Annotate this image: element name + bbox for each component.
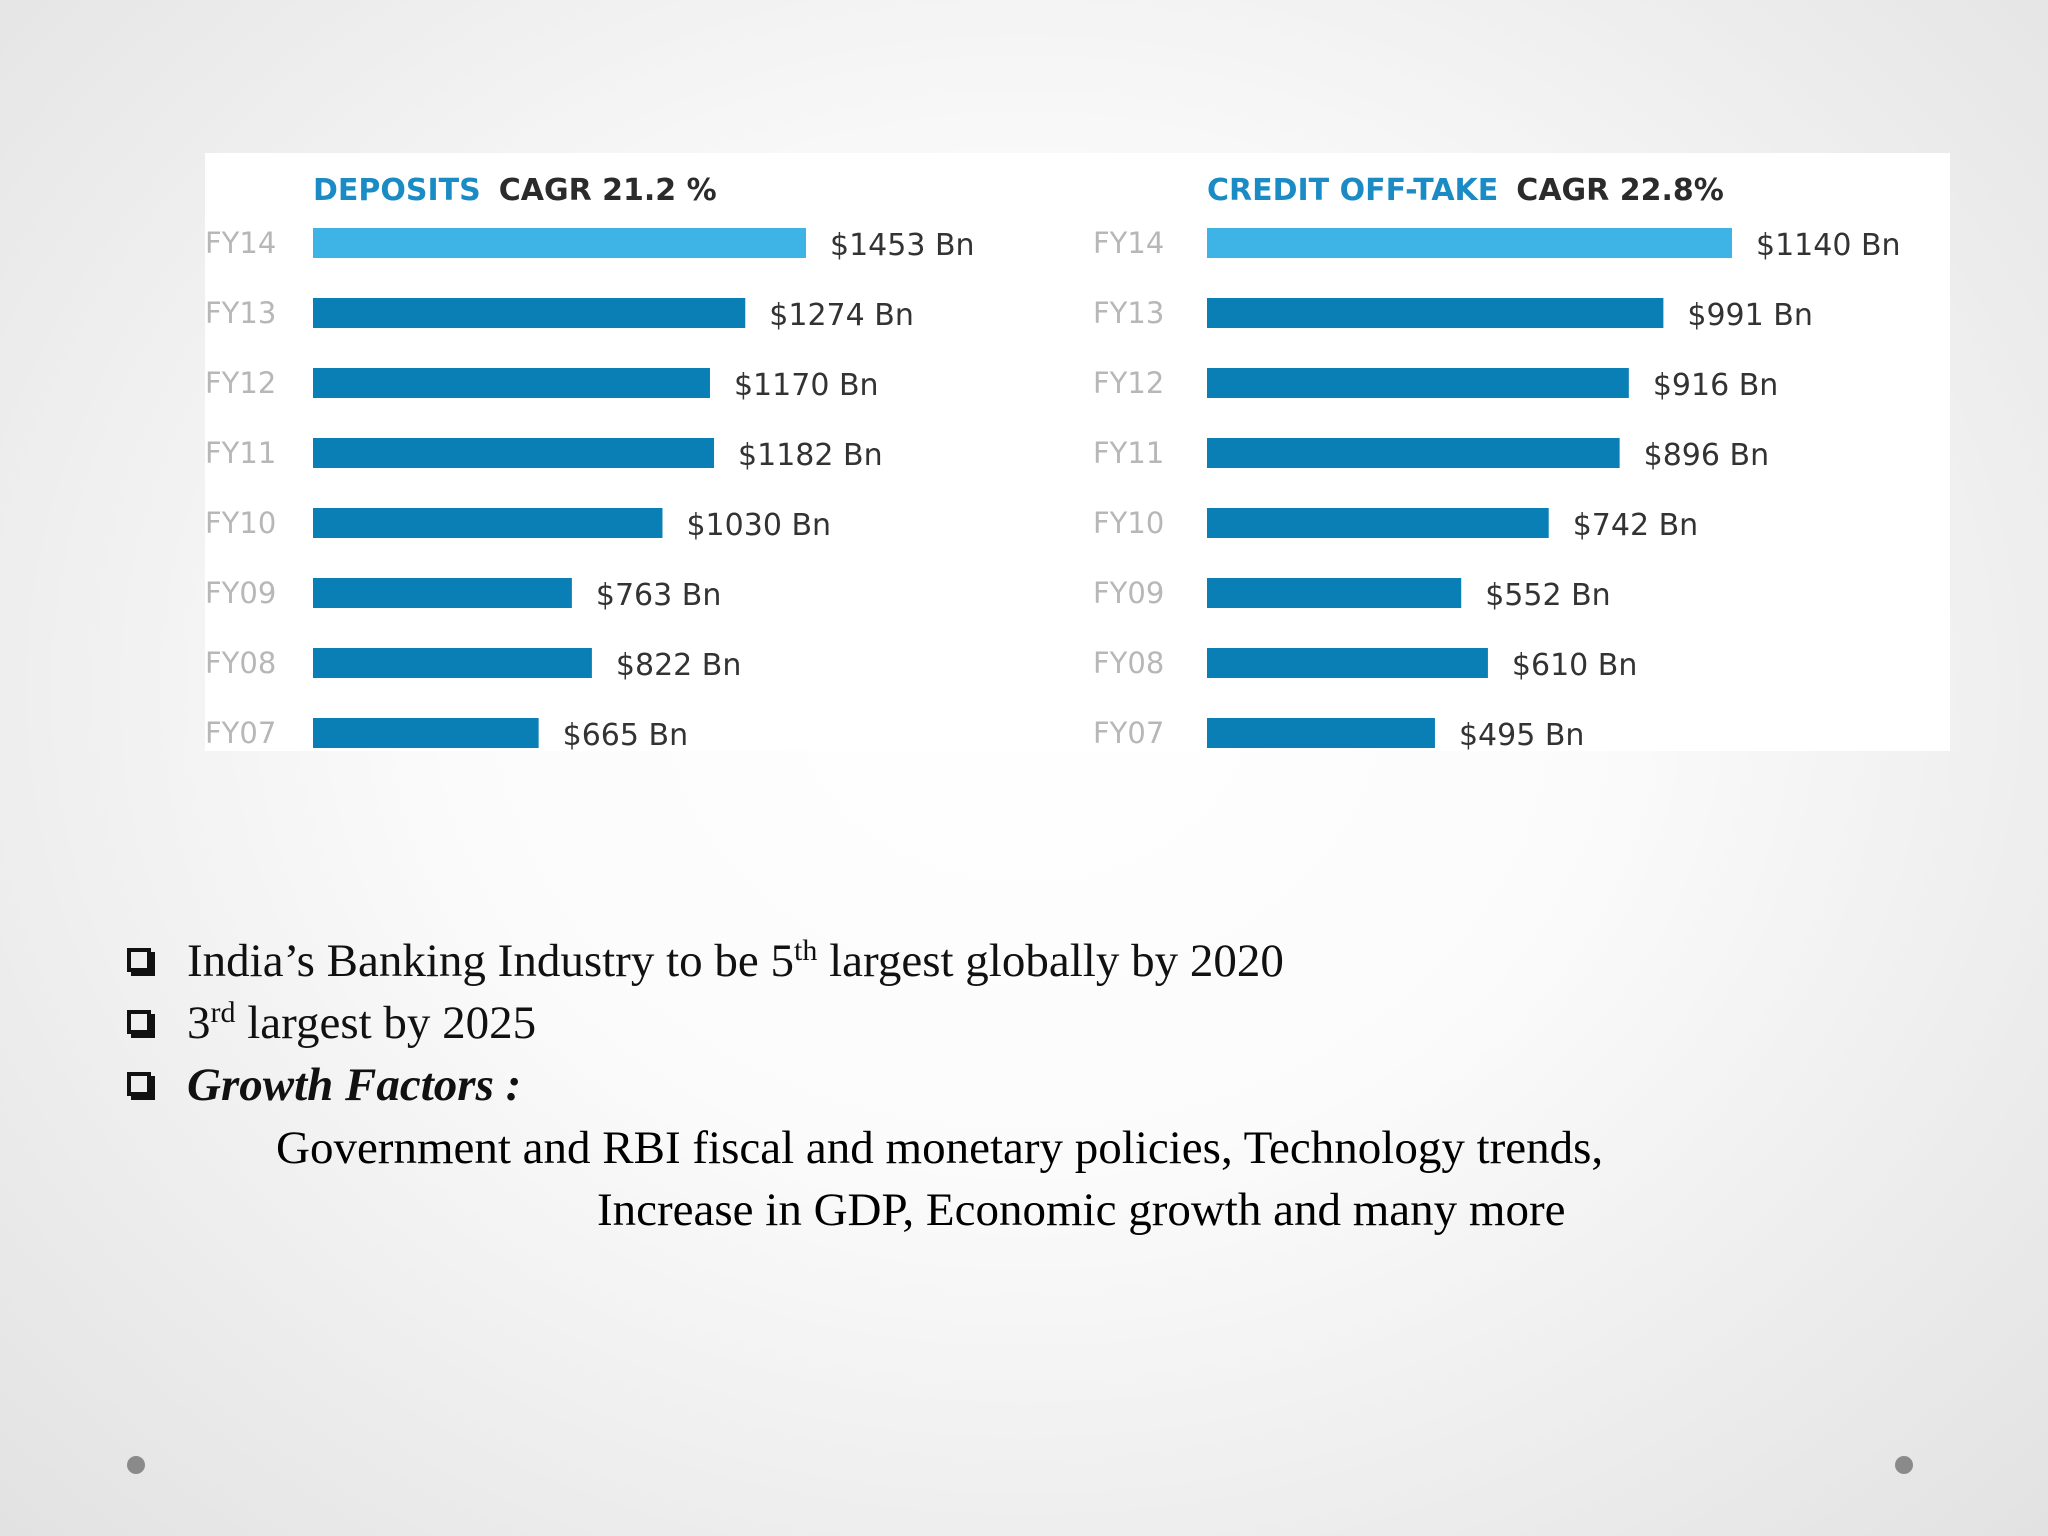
bullet-item-ranking-2020: India’s Banking Industry to be 5th large… <box>125 930 1925 992</box>
charts-panel: DEPOSITS CAGR 21.2 % FY14 $1453 Bn FY13 $1274… <box>205 153 1950 753</box>
bar <box>1207 228 1732 258</box>
bullet-text-1b: largest globally by 2020 <box>817 935 1284 987</box>
bar <box>313 298 746 328</box>
category-label: FY09 <box>1093 576 1164 610</box>
chart-title-1: DEPOSITS CAGR 21.2 % <box>313 173 717 208</box>
bar <box>313 228 806 258</box>
bullet-text-1a: India’s Banking Industry to be 5 <box>187 935 795 987</box>
category-label: FY08 <box>205 646 276 680</box>
value-label: $1140 Bn <box>1756 228 1901 263</box>
value-label: $1030 Bn <box>686 508 831 543</box>
bar <box>1207 438 1620 468</box>
bar <box>313 508 663 538</box>
category-label: FY07 <box>1093 716 1164 750</box>
chart-title-cagr: CAGR 22.8% <box>1516 173 1723 208</box>
category-label: FY09 <box>205 576 276 610</box>
category-label: FY10 <box>205 506 276 540</box>
category-label: FY11 <box>1093 436 1164 470</box>
bar <box>1207 578 1462 608</box>
value-label: $916 Bn <box>1653 368 1778 403</box>
bar <box>313 438 715 468</box>
bar <box>313 718 539 748</box>
category-label: FY10 <box>1093 506 1164 540</box>
value-label: $991 Bn <box>1687 298 1812 333</box>
bar <box>1207 718 1435 748</box>
bullet-item-ranking-2025: 3rd largest by 2025 <box>125 992 1925 1054</box>
value-label: $763 Bn <box>596 578 721 613</box>
bullet-text-2a: 3 <box>187 997 211 1049</box>
bar <box>1207 508 1549 538</box>
category-label: FY11 <box>205 436 276 470</box>
value-label: $1274 Bn <box>769 298 914 333</box>
category-label: FY14 <box>205 226 276 260</box>
category-label: FY08 <box>1093 646 1164 680</box>
value-label: $552 Bn <box>1485 578 1610 613</box>
growth-factors-heading: Growth Factors : <box>187 1059 522 1111</box>
chart-title-2: CREDIT OFF-TAKE CAGR 22.8% <box>1207 173 1724 208</box>
category-label: FY12 <box>205 366 276 400</box>
value-label: $495 Bn <box>1459 718 1584 753</box>
value-label: $1182 Bn <box>738 438 883 473</box>
checkbox-bullet-icon <box>127 1072 151 1096</box>
category-label: FY13 <box>1093 296 1164 330</box>
chart-title-cagr: CAGR 21.2 % <box>499 173 717 208</box>
slide-dot-left-icon <box>127 1456 145 1474</box>
bullet-item-growth-factors: Growth Factors : <box>125 1054 1925 1116</box>
category-label: FY13 <box>205 296 276 330</box>
growth-factors-detail-line-1: Government and RBI fiscal and monetary p… <box>276 1122 1604 1174</box>
value-label: $742 Bn <box>1573 508 1698 543</box>
value-label: $665 Bn <box>563 718 688 753</box>
checkbox-bullet-icon <box>127 1010 151 1034</box>
value-label: $1453 Bn <box>830 228 975 263</box>
checkbox-bullet-icon <box>127 948 151 972</box>
bar <box>1207 298 1664 328</box>
bar <box>313 578 572 608</box>
chart-title-name: CREDIT OFF-TAKE <box>1207 173 1498 208</box>
bullet-superscript-rd: rd <box>210 996 236 1029</box>
chart-title-name: DEPOSITS <box>313 173 481 208</box>
slide-dot-right-icon <box>1895 1456 1913 1474</box>
bar <box>1207 648 1488 678</box>
value-label: $610 Bn <box>1512 648 1637 683</box>
value-label: $896 Bn <box>1644 438 1769 473</box>
growth-factors-detail-line-2: Increase in GDP, Economic growth and man… <box>597 1184 1566 1236</box>
bar <box>1207 368 1629 398</box>
bar <box>313 368 710 398</box>
bullet-text-2b: largest by 2025 <box>235 997 537 1049</box>
value-label: $1170 Bn <box>734 368 879 403</box>
category-label: FY14 <box>1093 226 1164 260</box>
value-label: $822 Bn <box>616 648 741 683</box>
bullet-superscript-th: th <box>794 934 818 967</box>
bar <box>313 648 592 678</box>
category-label: FY12 <box>1093 366 1164 400</box>
bar-charts-svg: DEPOSITS CAGR 21.2 % FY14 $1453 Bn FY13 $1274… <box>205 173 1901 753</box>
category-label: FY07 <box>205 716 276 750</box>
bullet-list: India’s Banking Industry to be 5th large… <box>125 930 1925 1116</box>
